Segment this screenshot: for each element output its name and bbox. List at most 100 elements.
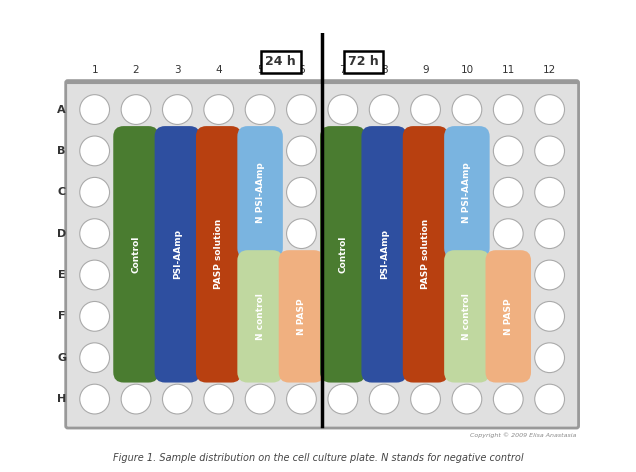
- Text: Figure 1. Sample distribution on the cell culture plate. N stands for negative c: Figure 1. Sample distribution on the cel…: [113, 453, 523, 463]
- Circle shape: [411, 177, 440, 207]
- Circle shape: [121, 95, 151, 125]
- Circle shape: [245, 219, 275, 249]
- Circle shape: [452, 136, 482, 166]
- Circle shape: [411, 384, 440, 414]
- Circle shape: [162, 177, 192, 207]
- Circle shape: [535, 343, 565, 372]
- Circle shape: [494, 384, 523, 414]
- Circle shape: [80, 177, 109, 207]
- Circle shape: [452, 343, 482, 372]
- FancyBboxPatch shape: [320, 126, 366, 382]
- Text: 8: 8: [381, 65, 387, 75]
- Text: 9: 9: [422, 65, 429, 75]
- Text: 4: 4: [216, 65, 222, 75]
- Circle shape: [162, 302, 192, 331]
- Circle shape: [370, 384, 399, 414]
- FancyBboxPatch shape: [113, 126, 159, 382]
- Circle shape: [370, 343, 399, 372]
- Circle shape: [535, 177, 565, 207]
- Circle shape: [328, 343, 357, 372]
- Circle shape: [287, 384, 316, 414]
- Circle shape: [452, 302, 482, 331]
- Circle shape: [494, 302, 523, 331]
- Text: PASP solution: PASP solution: [421, 219, 430, 289]
- Circle shape: [204, 136, 233, 166]
- Circle shape: [162, 136, 192, 166]
- Circle shape: [245, 384, 275, 414]
- Circle shape: [494, 177, 523, 207]
- Circle shape: [328, 136, 357, 166]
- Circle shape: [411, 260, 440, 290]
- Circle shape: [370, 136, 399, 166]
- Circle shape: [162, 260, 192, 290]
- Text: N PASP: N PASP: [297, 298, 306, 335]
- Circle shape: [80, 343, 109, 372]
- Circle shape: [80, 302, 109, 331]
- Circle shape: [370, 177, 399, 207]
- Circle shape: [204, 219, 233, 249]
- Circle shape: [328, 260, 357, 290]
- Text: 11: 11: [502, 65, 515, 75]
- Circle shape: [411, 95, 440, 125]
- Circle shape: [245, 260, 275, 290]
- Circle shape: [80, 219, 109, 249]
- Circle shape: [287, 95, 316, 125]
- Text: G: G: [57, 353, 66, 362]
- Circle shape: [328, 219, 357, 249]
- Circle shape: [287, 260, 316, 290]
- Circle shape: [121, 384, 151, 414]
- Circle shape: [204, 343, 233, 372]
- Circle shape: [204, 384, 233, 414]
- FancyBboxPatch shape: [237, 126, 283, 259]
- Circle shape: [121, 136, 151, 166]
- Text: A: A: [57, 105, 66, 115]
- Text: PSI-AAmp: PSI-AAmp: [380, 229, 389, 279]
- Circle shape: [452, 219, 482, 249]
- Circle shape: [121, 302, 151, 331]
- FancyBboxPatch shape: [444, 126, 490, 259]
- FancyBboxPatch shape: [196, 126, 242, 382]
- Text: 24 h: 24 h: [265, 56, 296, 68]
- Circle shape: [245, 95, 275, 125]
- Circle shape: [245, 302, 275, 331]
- Circle shape: [287, 136, 316, 166]
- Circle shape: [162, 343, 192, 372]
- Circle shape: [328, 302, 357, 331]
- Circle shape: [535, 136, 565, 166]
- Circle shape: [452, 177, 482, 207]
- Circle shape: [287, 219, 316, 249]
- Circle shape: [494, 219, 523, 249]
- Text: 2: 2: [133, 65, 139, 75]
- FancyBboxPatch shape: [403, 126, 448, 382]
- Circle shape: [328, 384, 357, 414]
- Text: 72 h: 72 h: [348, 56, 379, 68]
- Circle shape: [535, 384, 565, 414]
- FancyBboxPatch shape: [361, 126, 407, 382]
- Circle shape: [411, 343, 440, 372]
- Circle shape: [494, 343, 523, 372]
- Circle shape: [162, 219, 192, 249]
- Text: E: E: [58, 270, 66, 280]
- Text: PSI-AAmp: PSI-AAmp: [173, 229, 182, 279]
- Circle shape: [411, 302, 440, 331]
- Circle shape: [411, 136, 440, 166]
- Text: 10: 10: [460, 65, 473, 75]
- Circle shape: [494, 95, 523, 125]
- Text: B: B: [57, 146, 66, 156]
- Circle shape: [245, 177, 275, 207]
- Text: N control: N control: [256, 293, 265, 340]
- Text: N PASP: N PASP: [504, 298, 513, 335]
- Text: PASP solution: PASP solution: [214, 219, 223, 289]
- FancyBboxPatch shape: [237, 250, 283, 382]
- FancyBboxPatch shape: [279, 250, 324, 382]
- Text: 12: 12: [543, 65, 556, 75]
- Text: 6: 6: [298, 65, 305, 75]
- Circle shape: [452, 95, 482, 125]
- Circle shape: [328, 177, 357, 207]
- FancyBboxPatch shape: [444, 250, 490, 382]
- Text: 5: 5: [257, 65, 263, 75]
- FancyBboxPatch shape: [66, 81, 579, 428]
- Text: N PSI-AAmp: N PSI-AAmp: [462, 162, 471, 223]
- Text: 7: 7: [340, 65, 346, 75]
- Circle shape: [535, 95, 565, 125]
